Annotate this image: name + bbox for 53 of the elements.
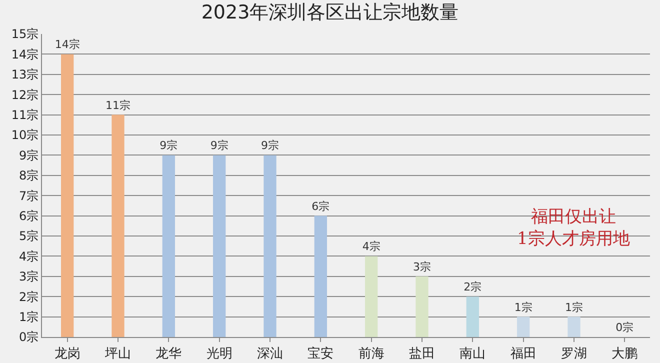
y-tick-label: 8宗 xyxy=(18,168,39,183)
y-tick-label: 5宗 xyxy=(18,229,39,244)
data-label: 0宗 xyxy=(616,321,634,334)
bar xyxy=(112,114,124,337)
data-label: 3宗 xyxy=(413,260,431,274)
data-label: 9宗 xyxy=(160,139,178,152)
x-tick-label: 龙岗 xyxy=(54,346,80,362)
data-label: 4宗 xyxy=(362,240,380,254)
data-label: 9宗 xyxy=(210,139,228,152)
x-tick-label: 福田 xyxy=(510,346,536,362)
data-label: 11宗 xyxy=(106,98,130,112)
bar xyxy=(416,276,428,337)
chart-title: 2023年深圳各区出让宗地数量 xyxy=(201,2,459,24)
x-tick-label: 坪山 xyxy=(104,346,131,362)
y-tick-label: 14宗 xyxy=(11,47,39,62)
bar xyxy=(466,296,479,337)
x-tick-label: 光明 xyxy=(206,346,232,362)
data-label: 2宗 xyxy=(464,280,482,294)
x-tick-label: 大鹏 xyxy=(612,346,638,362)
y-tick-label: 13宗 xyxy=(11,68,39,82)
y-tick-label: 2宗 xyxy=(18,290,39,304)
y-tick-label: 1宗 xyxy=(18,310,39,324)
data-label: 1宗 xyxy=(565,300,583,314)
annotation: 福田仅出让 1宗人才房用地 xyxy=(517,207,630,250)
x-tick-label: 南山 xyxy=(460,346,486,362)
y-tick-label: 15宗 xyxy=(11,27,39,42)
bar xyxy=(314,216,327,337)
bar xyxy=(162,155,175,337)
y-tick-label: 10宗 xyxy=(11,128,39,142)
y-tick-label: 0宗 xyxy=(18,330,39,344)
bar xyxy=(568,316,580,337)
x-tick-label: 前海 xyxy=(358,346,384,362)
data-label: 9宗 xyxy=(261,139,279,152)
y-tick-label: 11宗 xyxy=(11,108,39,122)
bar xyxy=(365,256,378,337)
y-tick-label: 9宗 xyxy=(18,148,39,162)
y-tick-label: 4宗 xyxy=(18,249,39,264)
x-tick-label: 盐田 xyxy=(409,346,435,362)
data-label: 6宗 xyxy=(312,200,330,213)
x-tick-label: 宝安 xyxy=(308,346,334,362)
data-label: 14宗 xyxy=(54,38,80,52)
data-label: 1宗 xyxy=(514,300,532,314)
y-tick-label: 6宗 xyxy=(18,209,39,223)
bar xyxy=(517,316,530,337)
x-tick-label: 龙华 xyxy=(156,346,182,362)
y-tick-label: 3宗 xyxy=(18,270,39,284)
bar xyxy=(264,155,276,337)
bar xyxy=(213,155,226,337)
bar xyxy=(61,54,74,337)
y-tick-label: 7宗 xyxy=(18,188,39,203)
x-tick-label: 深汕 xyxy=(257,346,283,362)
x-tick-label: 罗湖 xyxy=(561,346,587,362)
y-tick-label: 12宗 xyxy=(11,88,39,102)
